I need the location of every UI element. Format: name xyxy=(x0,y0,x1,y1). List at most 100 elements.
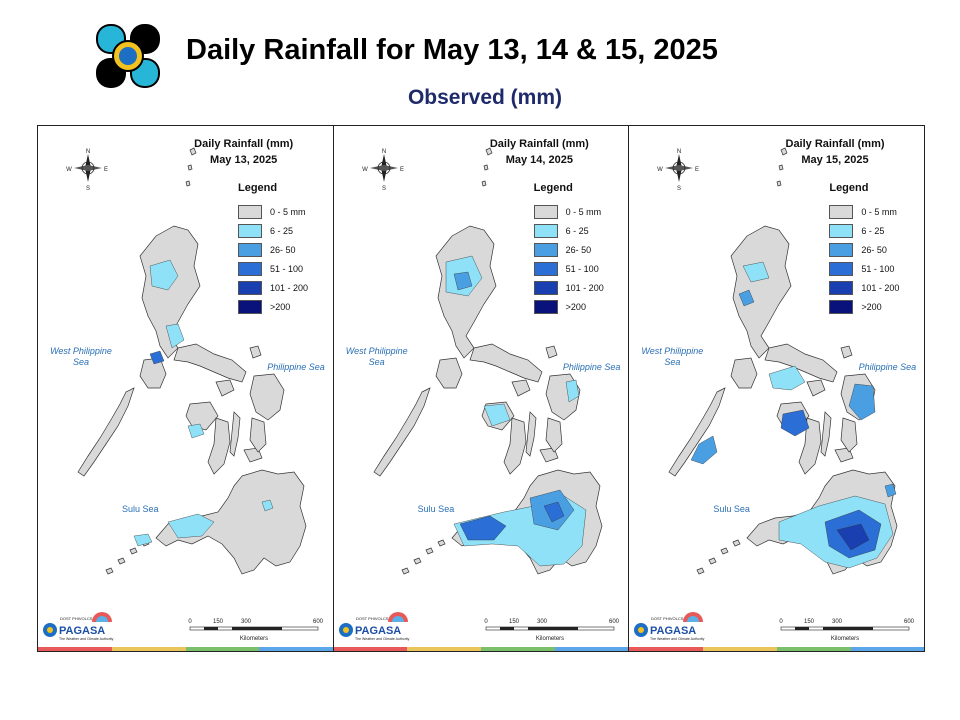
legend-item: 101 - 200 xyxy=(533,278,624,297)
brand-tagline-text: The Weather and Climate Authority xyxy=(59,637,114,641)
scale-unit-label: Kilometers xyxy=(536,636,564,642)
legend-label: 0 - 5 mm xyxy=(861,206,897,217)
legend-title: Legend xyxy=(533,182,573,194)
rainfall-area-c1 xyxy=(565,379,579,403)
color-stripe xyxy=(333,647,629,651)
scale-tick-label: 300 xyxy=(241,619,252,625)
legend-swatch xyxy=(238,261,262,276)
compass-letter: E xyxy=(400,167,404,173)
compass-letter: W xyxy=(66,167,72,173)
scale-tick-label: 600 xyxy=(904,619,915,625)
compass-letter: S xyxy=(86,186,90,192)
map-heading-text: Daily Rainfall (mm) xyxy=(785,138,885,150)
map-date: May 14, 2025 xyxy=(505,154,573,166)
cebu-island xyxy=(525,411,537,457)
panay-island xyxy=(185,401,219,431)
compass-rose-icon: N S E W xyxy=(362,149,404,192)
masbate-island xyxy=(511,379,531,397)
brand-name-text: PAGASA xyxy=(355,625,401,637)
philippine-sea-label: Philippine Sea xyxy=(562,362,621,372)
masbate-island xyxy=(806,379,826,397)
legend-item: 0 - 5 mm xyxy=(829,202,919,221)
map-date: May 15, 2025 xyxy=(801,154,869,166)
rainfall-area-c2 xyxy=(885,483,897,498)
legend-label: 26- 50 xyxy=(565,244,592,255)
cebu-island xyxy=(820,411,832,457)
scale-bar: 0 150 300 600 Kilometers xyxy=(780,619,915,642)
map-heading-text: Daily Rainfall (mm) xyxy=(194,138,294,150)
legend-swatch xyxy=(533,242,558,257)
brand-name-text: PAGASA xyxy=(650,625,696,637)
scale-tick-label: 150 xyxy=(509,619,520,625)
mindoro-island xyxy=(139,357,167,389)
brand-top-text: DOST PHIVOLCS xyxy=(356,616,389,621)
palawan-island xyxy=(77,387,135,477)
scale-tick-label: 300 xyxy=(537,619,548,625)
compass-letter: N xyxy=(382,149,386,155)
sulu-archipelago xyxy=(696,539,741,575)
scale-tick-label: 150 xyxy=(213,619,224,625)
rainfall-area-c3 xyxy=(459,515,506,541)
legend-item: 51 - 100 xyxy=(238,259,328,278)
batanes-islands xyxy=(481,147,493,187)
compass-letter: W xyxy=(658,167,664,173)
compass-letter: N xyxy=(86,149,90,155)
scale-tick-label: 150 xyxy=(804,619,815,625)
legend-swatch xyxy=(238,242,262,257)
legend-item: 0 - 5 mm xyxy=(533,202,624,221)
legend-label: 6 - 25 xyxy=(270,225,294,236)
rainfall-area-c1 xyxy=(743,261,770,283)
palawan-island xyxy=(373,387,431,477)
map-panel-may-13: Daily Rainfall (mm) May 13, 2025 Legend 0 -… xyxy=(38,126,334,651)
legend-swatch xyxy=(238,204,262,219)
philippine-sea-label: Philippine Sea xyxy=(267,362,325,372)
rainfall-area-c4 xyxy=(837,523,870,551)
map-panel-may-15: Daily Rainfall (mm) May 15, 2025 Legend 0 -… xyxy=(629,126,925,651)
legend-title: Legend xyxy=(829,182,869,194)
map-heading: Daily Rainfall (mm) May 13, 2025 xyxy=(169,136,319,168)
scale-bar: 0 150 300 600 Kilometers xyxy=(484,619,619,642)
rainfall-area-c3 xyxy=(543,501,564,523)
color-stripe xyxy=(38,647,333,651)
legend-label: 101 - 200 xyxy=(861,282,900,293)
compass-letter: S xyxy=(677,186,681,192)
rainfall-area-c3 xyxy=(149,350,165,365)
map-heading: Daily Rainfall (mm) May 14, 2025 xyxy=(464,136,614,168)
rainfall-area-c2 xyxy=(739,289,755,307)
leyte-island xyxy=(545,417,563,453)
legend-label: 51 - 100 xyxy=(861,263,895,274)
legend-swatch xyxy=(533,223,558,238)
legend-item: 26- 50 xyxy=(829,240,919,259)
legend-swatch xyxy=(829,242,854,257)
palawan-island xyxy=(668,387,726,477)
scale-tick-label: 300 xyxy=(832,619,843,625)
legend-item: >200 xyxy=(533,297,624,316)
legend-swatch xyxy=(238,280,262,295)
brand-name-text: PAGASA xyxy=(59,625,105,637)
compass-rose-icon: N S E W xyxy=(66,149,108,192)
rainfall-area-c1 xyxy=(187,423,205,439)
rainfall-area-c2 xyxy=(849,383,876,421)
batanes-islands xyxy=(185,147,197,187)
rainfall-area-c1 xyxy=(165,323,185,349)
legend-item: 6 - 25 xyxy=(533,221,624,240)
map-heading: Daily Rainfall (mm) May 15, 2025 xyxy=(760,136,910,168)
legend-item: 0 - 5 mm xyxy=(238,202,328,221)
west-philippine-sea-label: West Philippine Sea xyxy=(50,346,112,367)
rainfall-area-c1 xyxy=(769,365,806,391)
legend-label: 26- 50 xyxy=(270,244,296,255)
cebu-island xyxy=(229,411,241,457)
legend-label: 26- 50 xyxy=(861,244,887,255)
legend-swatch xyxy=(829,204,854,219)
rainfall-area-c1 xyxy=(167,513,215,539)
sulu-archipelago xyxy=(401,539,446,575)
legend-swatch xyxy=(533,280,558,295)
legend-item: 51 - 100 xyxy=(829,259,919,278)
mindoro-island xyxy=(435,357,463,389)
compass-letter: S xyxy=(382,186,386,192)
leyte-island xyxy=(249,417,267,453)
scale-tick-label: 0 xyxy=(780,619,784,625)
rainfall-map xyxy=(373,147,603,575)
